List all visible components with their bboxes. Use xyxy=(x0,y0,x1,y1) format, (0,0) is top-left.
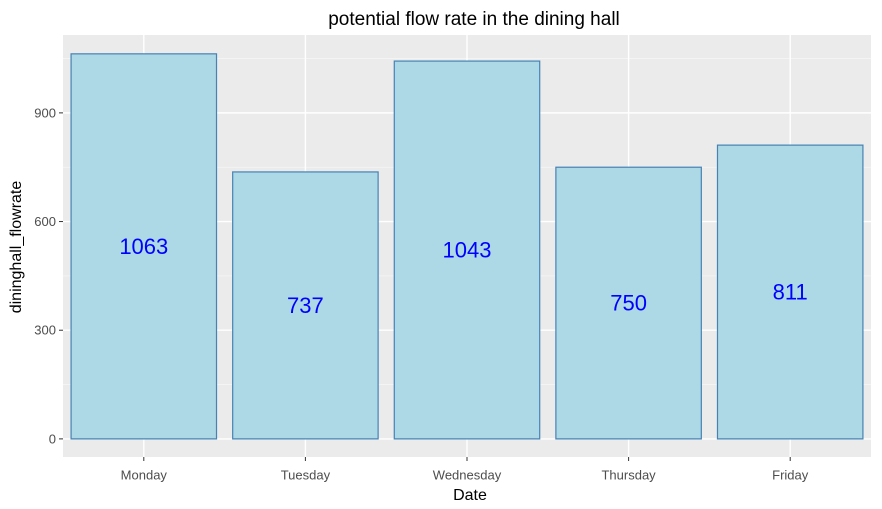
x-tick-label-friday: Friday xyxy=(772,468,809,483)
x-axis: Monday Tuesday Wednesday Thursday Friday xyxy=(121,457,809,483)
x-tick-label-tuesday: Tuesday xyxy=(281,468,331,483)
y-axis-title: dininghall_flowrate xyxy=(8,181,25,314)
data-label-wednesday: 1043 xyxy=(443,237,492,262)
data-label-thursday: 750 xyxy=(610,291,647,316)
data-label-friday: 811 xyxy=(773,280,808,305)
y-tick-label: 600 xyxy=(34,214,56,229)
bar-friday xyxy=(716,144,864,440)
data-labels-group: 1063 737 1043 750 811 xyxy=(119,234,807,318)
y-tick-label: 300 xyxy=(34,323,56,338)
bar-tuesday xyxy=(232,171,379,440)
bar-wednesday xyxy=(393,60,541,440)
x-axis-title: Date xyxy=(453,487,487,504)
x-tick-label-thursday: Thursday xyxy=(601,468,656,483)
data-label-monday: 1063 xyxy=(119,234,168,259)
x-tick-label-wednesday: Wednesday xyxy=(433,468,502,483)
bars-group xyxy=(70,53,864,440)
bar-thursday xyxy=(555,166,702,440)
y-tick-label: 0 xyxy=(49,431,56,446)
data-label-tuesday: 737 xyxy=(287,293,324,318)
y-axis: 0 300 600 900 xyxy=(34,105,63,446)
y-tick-label: 900 xyxy=(34,105,56,120)
chart-title: potential flow rate in the dining hall xyxy=(328,9,620,30)
bar-monday xyxy=(70,53,218,440)
x-tick-label-monday: Monday xyxy=(121,468,168,483)
